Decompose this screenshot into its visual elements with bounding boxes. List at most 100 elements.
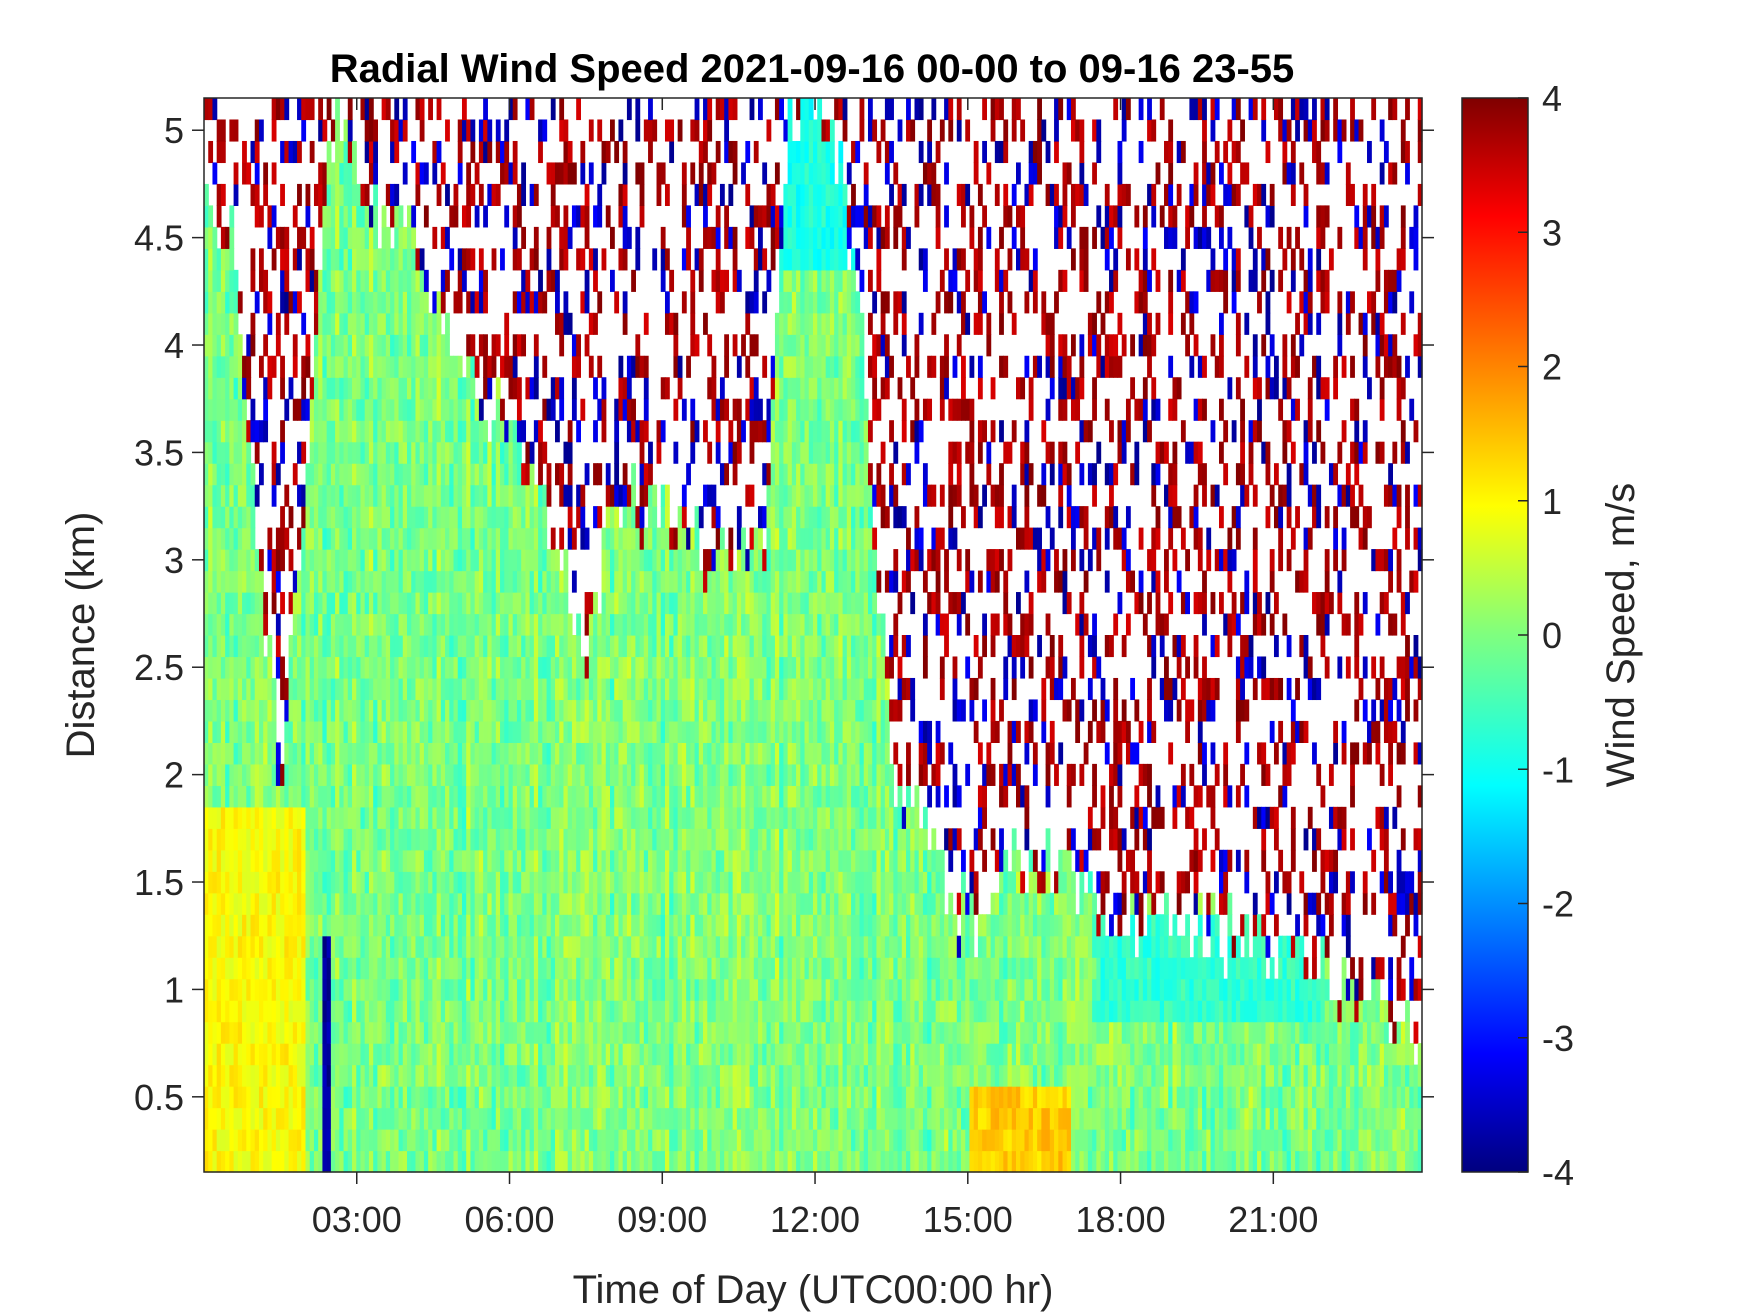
heatmap-cell bbox=[525, 441, 531, 464]
heatmap-cell bbox=[297, 613, 302, 636]
heatmap-cell bbox=[483, 334, 488, 357]
heatmap-cell bbox=[597, 871, 603, 894]
heatmap-cell bbox=[313, 785, 319, 808]
heatmap-cell bbox=[368, 420, 374, 443]
heatmap-cell bbox=[449, 463, 455, 486]
heatmap-cell bbox=[313, 720, 319, 743]
heatmap-cell bbox=[368, 849, 374, 872]
heatmap-cell bbox=[258, 1107, 264, 1130]
heatmap-cell bbox=[284, 849, 290, 872]
heatmap-cell bbox=[719, 463, 725, 486]
heatmap-cell bbox=[512, 205, 518, 228]
heatmap-cell bbox=[635, 592, 641, 615]
heatmap-cell bbox=[288, 720, 294, 743]
heatmap-cell bbox=[715, 1150, 721, 1173]
heatmap-cell bbox=[529, 806, 535, 829]
heatmap-cell bbox=[309, 549, 315, 572]
heatmap-cell bbox=[550, 1000, 556, 1023]
heatmap-cell bbox=[263, 1000, 269, 1023]
heatmap-cell bbox=[639, 1107, 645, 1130]
heatmap-cell bbox=[470, 549, 476, 572]
heatmap-cell bbox=[677, 1150, 683, 1173]
heatmap-cell bbox=[301, 355, 307, 378]
heatmap-cell bbox=[415, 162, 421, 185]
heatmap-cell bbox=[483, 1064, 488, 1087]
heatmap-cell bbox=[411, 720, 417, 743]
heatmap-cell bbox=[474, 570, 480, 593]
heatmap-cell bbox=[466, 205, 472, 228]
heatmap-cell bbox=[487, 484, 493, 507]
heatmap-cell bbox=[411, 785, 417, 808]
heatmap-cell bbox=[648, 1064, 653, 1087]
heatmap-cell bbox=[305, 248, 311, 271]
heatmap-cell bbox=[212, 806, 218, 829]
heatmap-cell bbox=[339, 656, 345, 679]
heatmap-cell bbox=[546, 1043, 552, 1066]
heatmap-cell bbox=[576, 1086, 581, 1109]
heatmap-cell bbox=[343, 527, 349, 550]
heatmap-cell bbox=[656, 720, 662, 743]
heatmap-cell bbox=[246, 1107, 252, 1130]
heatmap-cell bbox=[402, 312, 408, 335]
heatmap-cell bbox=[411, 806, 417, 829]
heatmap-cell bbox=[618, 355, 624, 378]
heatmap-cell bbox=[610, 269, 615, 292]
heatmap-cell bbox=[318, 656, 324, 679]
heatmap-cell bbox=[275, 1064, 281, 1087]
heatmap-cell bbox=[423, 935, 429, 958]
heatmap-cell bbox=[664, 849, 670, 872]
heatmap-cell bbox=[635, 98, 641, 121]
heatmap-cell bbox=[614, 420, 620, 443]
heatmap-cell bbox=[411, 463, 417, 486]
heatmap-cell bbox=[563, 935, 569, 958]
heatmap-cell bbox=[588, 1000, 594, 1023]
heatmap-cell bbox=[360, 957, 366, 980]
heatmap-cell bbox=[631, 1086, 636, 1109]
heatmap-cell bbox=[461, 785, 467, 808]
heatmap-cell bbox=[275, 1043, 281, 1066]
heatmap-cell bbox=[474, 463, 480, 486]
heatmap-cell bbox=[529, 763, 535, 786]
heatmap-cell bbox=[593, 613, 598, 636]
heatmap-cell bbox=[487, 1107, 493, 1130]
heatmap-cell bbox=[555, 1021, 560, 1044]
heatmap-cell bbox=[698, 269, 704, 292]
heatmap-cell bbox=[635, 935, 641, 958]
heatmap-cell bbox=[246, 506, 252, 529]
heatmap-cell bbox=[394, 849, 400, 872]
heatmap-cell bbox=[474, 849, 480, 872]
heatmap-cell bbox=[364, 334, 370, 357]
heatmap-cell bbox=[461, 420, 467, 443]
heatmap-cell bbox=[457, 1043, 463, 1066]
heatmap-cell bbox=[681, 183, 687, 206]
heatmap-cell bbox=[669, 720, 675, 743]
heatmap-cell bbox=[335, 978, 340, 1001]
heatmap-cell bbox=[330, 183, 336, 206]
heatmap-cell bbox=[690, 806, 696, 829]
heatmap-cell bbox=[635, 420, 641, 443]
heatmap-cell bbox=[466, 892, 472, 915]
heatmap-cell bbox=[457, 914, 463, 937]
heatmap-cell bbox=[576, 892, 581, 915]
heatmap-cell bbox=[347, 635, 353, 658]
heatmap-cell bbox=[576, 248, 581, 271]
heatmap-cell bbox=[335, 183, 340, 206]
heatmap-cell bbox=[220, 441, 226, 464]
heatmap-cell bbox=[318, 441, 324, 464]
heatmap-cell bbox=[445, 1129, 450, 1152]
heatmap-cell bbox=[550, 183, 556, 206]
heatmap-cell bbox=[559, 892, 565, 915]
heatmap-cell bbox=[669, 119, 675, 142]
heatmap-cell bbox=[686, 1107, 691, 1130]
heatmap-cell bbox=[229, 1107, 235, 1130]
heatmap-cell bbox=[411, 935, 417, 958]
heatmap-cell bbox=[669, 1150, 675, 1173]
heatmap-cell bbox=[381, 549, 387, 572]
heatmap-cell bbox=[288, 1064, 294, 1087]
heatmap-cell bbox=[343, 441, 349, 464]
heatmap-cell bbox=[453, 527, 459, 550]
heatmap-cell bbox=[719, 592, 725, 615]
heatmap-cell bbox=[576, 98, 581, 121]
heatmap-cell bbox=[280, 441, 285, 464]
heatmap-cell bbox=[516, 549, 522, 572]
